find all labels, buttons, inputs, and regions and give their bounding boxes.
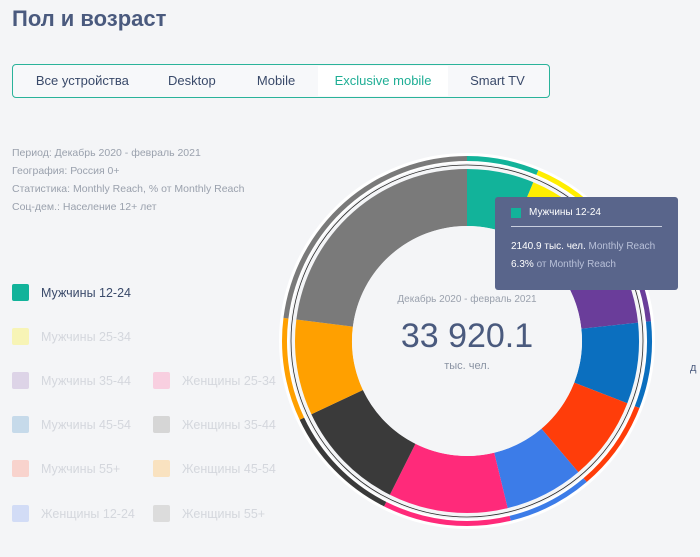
tooltip-swatch <box>511 207 521 218</box>
tab-mobile[interactable]: Mobile <box>256 73 296 88</box>
center-total-value: 33 920.1 <box>400 317 534 355</box>
legend-label: Мужчины 12-24 <box>41 285 131 300</box>
legend-item-women-25-34[interactable]: Женщины 25-34 <box>153 372 276 389</box>
tooltip-pct-row: 6.3% от Monthly Reach <box>511 257 662 273</box>
outer-ring-segment-5[interactable] <box>583 406 640 483</box>
outer-ring-segment-4[interactable] <box>634 321 652 409</box>
donut-slice-6[interactable] <box>494 428 579 509</box>
outer-ring-segment-8[interactable] <box>299 417 387 507</box>
tab-smart-tv[interactable]: Smart TV <box>470 73 525 88</box>
meta-statistic: Статистика: Monthly Reach, % от Monthly … <box>12 183 245 195</box>
legend-swatch <box>153 372 170 389</box>
donut-slice-5[interactable] <box>541 382 628 473</box>
tab-exclusive-mobile[interactable]: Exclusive mobile <box>318 66 448 96</box>
tooltip-pct: 6.3% <box>511 259 534 270</box>
outer-ring-segment-9[interactable] <box>282 317 305 420</box>
separator-ring <box>290 164 644 518</box>
tooltip-value-metric: Monthly Reach <box>588 241 656 252</box>
outer-ring-segment-1[interactable] <box>467 156 539 175</box>
legend-label: Мужчины 45-54 <box>41 417 131 432</box>
legend-label: Мужчины 25-34 <box>41 329 131 344</box>
donut-slice-9[interactable] <box>295 319 363 415</box>
tooltip-header: Мужчины 12-24 <box>511 207 662 218</box>
meta-socdem: Соц-дем.: Население 12+ лет <box>12 201 157 213</box>
legend-swatch <box>12 460 29 477</box>
tab-desktop[interactable]: Desktop <box>167 73 216 88</box>
legend-item-men-35-44[interactable]: Мужчины 35-44 <box>12 372 131 389</box>
legend-swatch <box>12 416 29 433</box>
legend-label: Женщины 25-34 <box>182 373 276 388</box>
legend-swatch <box>153 416 170 433</box>
legend-swatch <box>12 505 29 522</box>
tooltip-divider <box>511 226 662 227</box>
legend-label: Мужчины 55+ <box>41 461 121 476</box>
donut-slice-8[interactable] <box>311 389 416 495</box>
tooltip-title: Мужчины 12-24 <box>529 207 601 218</box>
legend-label: Женщины 35-44 <box>182 417 276 432</box>
outer-ring-segment-7[interactable] <box>384 501 511 526</box>
clipped-label: д <box>690 362 697 374</box>
device-tabs: Все устройства Desktop Mobile Exclusive … <box>12 64 550 98</box>
legend-label: Женщины 12-24 <box>41 506 135 521</box>
tab-all-devices[interactable]: Все устройства <box>35 73 129 88</box>
legend-label: Женщины 45-54 <box>182 461 276 476</box>
donut-slice-4[interactable] <box>574 322 639 404</box>
legend-swatch <box>12 328 29 345</box>
outer-ring-segment-3[interactable] <box>607 225 651 322</box>
donut-slice-7[interactable] <box>389 443 508 514</box>
legend-item-men-25-34[interactable]: Мужчины 25-34 <box>12 328 131 345</box>
page-title: Пол и возраст <box>12 6 167 31</box>
legend-item-men-55-plus[interactable]: Мужчины 55+ <box>12 460 120 477</box>
center-period: Декабрь 2020 - февраль 2021 <box>397 294 537 305</box>
meta-geography: География: Россия 0+ <box>12 165 120 177</box>
legend-swatch <box>153 505 170 522</box>
legend-item-women-55-plus[interactable]: Женщины 55+ <box>153 505 265 522</box>
tooltip-value-row: 2140.9 тыс. чел. Monthly Reach <box>511 239 662 255</box>
legend-label: Мужчины 35-44 <box>41 373 131 388</box>
meta-period: Период: Декабрь 2020 - февраль 2021 <box>12 147 201 159</box>
legend-label: Женщины 55+ <box>182 506 266 521</box>
legend-item-women-45-54[interactable]: Женщины 45-54 <box>153 460 276 477</box>
outer-ring-segment-6[interactable] <box>509 478 587 521</box>
chart-tooltip: Мужчины 12-24 2140.9 тыс. чел. Monthly R… <box>495 197 678 290</box>
legend-item-men-45-54[interactable]: Мужчины 45-54 <box>12 416 131 433</box>
legend-item-men-12-24[interactable]: Мужчины 12-24 <box>12 284 131 301</box>
legend-swatch <box>153 460 170 477</box>
center-unit: тыс. чел. <box>444 360 490 372</box>
legend-swatch <box>12 284 29 301</box>
tooltip-pct-metric: от Monthly Reach <box>536 259 616 270</box>
report-meta: Период: Декабрь 2020 - февраль 2021 Геог… <box>12 144 244 216</box>
tooltip-value: 2140.9 тыс. чел. <box>511 241 586 252</box>
legend-item-women-35-44[interactable]: Женщины 35-44 <box>153 416 276 433</box>
donut-slice-10[interactable] <box>296 169 467 327</box>
legend-item-women-12-24[interactable]: Женщины 12-24 <box>12 505 135 522</box>
legend-swatch <box>12 372 29 389</box>
